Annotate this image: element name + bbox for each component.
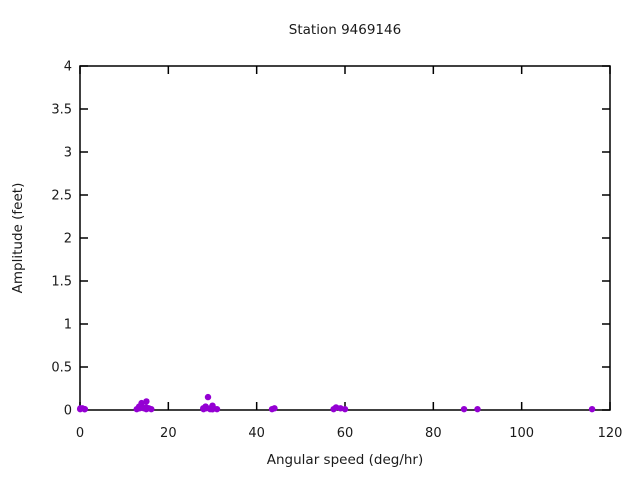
x-tick-label: 40 <box>248 426 265 441</box>
data-point <box>204 393 212 401</box>
data-point <box>588 405 596 413</box>
chart-title: Station 9469146 <box>289 22 401 38</box>
data-point <box>474 405 481 413</box>
y-tick-label: 4 <box>64 60 72 75</box>
x-axis-label: Angular speed (deg/hr) <box>267 452 424 468</box>
plot-border <box>79 65 611 411</box>
y-tick-label: 1 <box>64 318 72 333</box>
data-point <box>81 405 89 413</box>
data-point <box>138 399 145 407</box>
x-tick-label: 120 <box>598 426 623 441</box>
y-tick-label: 1.5 <box>51 275 72 290</box>
data-point <box>143 398 150 405</box>
y-tick-label: 2 <box>64 232 72 247</box>
y-tick-label: 2.5 <box>51 189 72 204</box>
data-point <box>213 405 221 413</box>
data-point <box>460 405 468 413</box>
data-point <box>148 405 155 413</box>
x-tick-label: 100 <box>509 426 534 441</box>
y-tick-label: 0 <box>64 404 72 419</box>
x-tick-label: 80 <box>425 426 442 441</box>
y-tick-label: 3 <box>64 146 72 161</box>
x-tick-label: 0 <box>76 426 84 441</box>
x-tick-label: 60 <box>337 426 354 441</box>
data-point <box>341 405 349 413</box>
plot-area: 0 20 40 60 80 100 120 0 0.5 1 1.5 2 2.5 3 3.5 4 <box>51 60 622 442</box>
data-point <box>136 405 143 412</box>
y-tick-label: 3.5 <box>51 103 72 118</box>
y-axis-label: Amplitude (feet) <box>10 183 26 294</box>
y-tick-label: 0.5 <box>51 361 72 376</box>
data-point <box>271 405 278 412</box>
x-tick-label: 20 <box>160 426 177 441</box>
